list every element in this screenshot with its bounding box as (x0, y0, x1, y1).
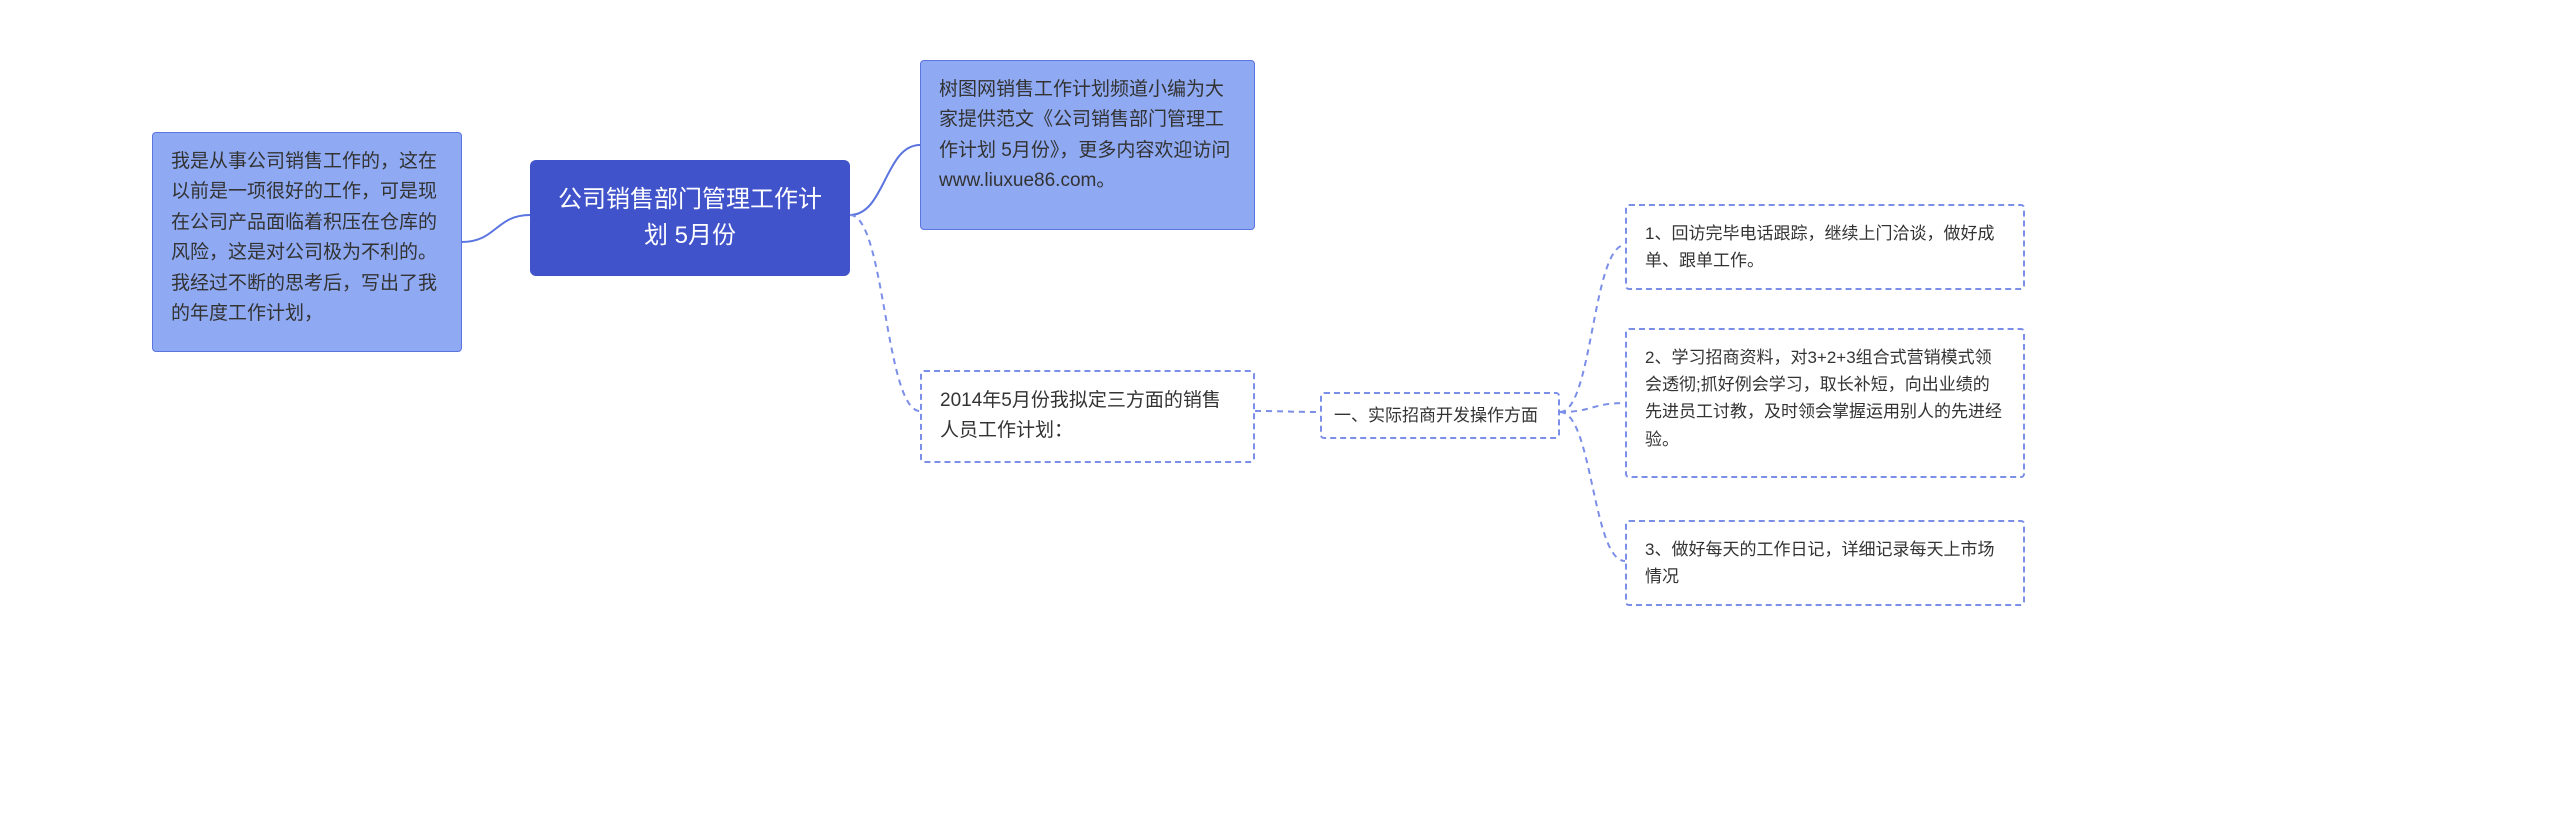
connector (850, 145, 920, 215)
plan-header: 2014年5月份我拟定三方面的销售人员工作计划： (920, 370, 1255, 463)
root-title: 公司销售部门管理工作计划 5月份 (558, 186, 822, 249)
connector (462, 215, 530, 242)
context-text: 我是从事公司销售工作的，这在以前是一项很好的工作，可是现在公司产品面临着积压在仓… (171, 151, 437, 324)
item-1-text: 1、回访完毕电话跟踪，继续上门洽谈，做好成单、跟单工作。 (1645, 224, 1994, 270)
connector (1560, 412, 1625, 561)
connector (1560, 403, 1625, 412)
item-3-text: 3、做好每天的工作日记，详细记录每天上市场情况 (1645, 540, 1994, 586)
plan-header-text: 2014年5月份我拟定三方面的销售人员工作计划： (940, 390, 1221, 441)
aspect-1: 一、实际招商开发操作方面 (1320, 392, 1560, 439)
context-note: 我是从事公司销售工作的，这在以前是一项很好的工作，可是现在公司产品面临着积压在仓… (152, 132, 462, 352)
item-2-text: 2、学习招商资料，对3+2+3组合式营销模式领会透彻;抓好例会学习，取长补短，向… (1645, 348, 2002, 449)
intro-text: 树图网销售工作计划频道小编为大家提供范文《公司销售部门管理工作计划 5月份》，更… (939, 79, 1230, 191)
item-2: 2、学习招商资料，对3+2+3组合式营销模式领会透彻;抓好例会学习，取长补短，向… (1625, 328, 2025, 478)
root-node: 公司销售部门管理工作计划 5月份 (530, 160, 850, 276)
connector (1255, 411, 1320, 412)
connector-layer (0, 0, 2560, 816)
aspect-1-text: 一、实际招商开发操作方面 (1334, 406, 1538, 425)
connector (1560, 245, 1625, 412)
intro-note: 树图网销售工作计划频道小编为大家提供范文《公司销售部门管理工作计划 5月份》，更… (920, 60, 1255, 230)
connector (850, 215, 920, 411)
item-1: 1、回访完毕电话跟踪，继续上门洽谈，做好成单、跟单工作。 (1625, 204, 2025, 290)
item-3: 3、做好每天的工作日记，详细记录每天上市场情况 (1625, 520, 2025, 606)
